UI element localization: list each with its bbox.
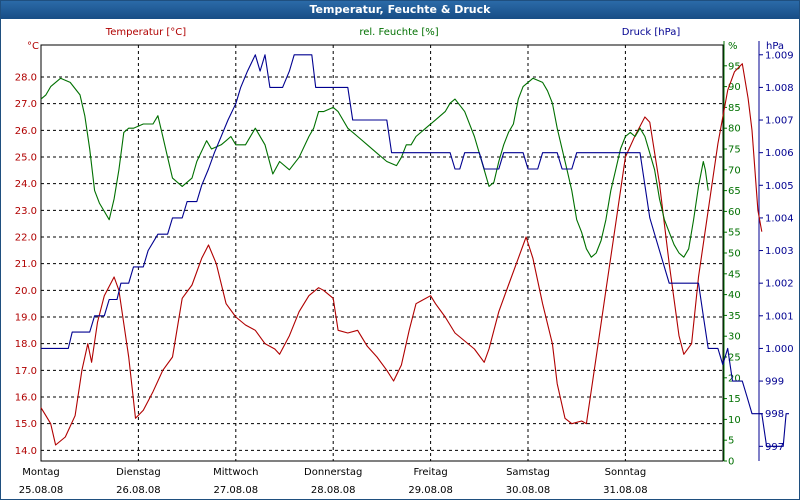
temperature-tick-label: 18.0 [15,339,37,350]
chart-plot: 14.0 15.0 16.0 17.0 18.0 19.0 20.0 21.0 22.0 23.0… [15,27,794,496]
axes: 14.0 15.0 16.0 17.0 18.0 19.0 20.0 21.0 22.0 23.0… [15,27,794,496]
pressure-tick-label: 1.009 [765,50,794,61]
humidity-tick-label: 90 [728,82,741,93]
pressure-tick-label: 997 [765,442,784,453]
temperature-tick-label: 16.0 [15,393,37,404]
pressure-tick-label: 1.001 [765,311,794,322]
series-pressure [41,54,789,447]
x-day-label: Montag [22,467,59,478]
x-day-label: Donnerstag [304,467,362,478]
humidity-tick-label: 40 [728,290,741,301]
temperature-tick-label: 26.0 [15,126,37,137]
temperature-tick-label: 14.0 [15,446,37,457]
humidity-tick-label: 75 [728,145,741,156]
humidity-tick-label: 70 [728,165,741,176]
temperature-tick-label: 19.0 [15,313,37,324]
humidity-tick-label: 45 [728,269,741,280]
pressure-tick-label: 1.003 [765,246,794,257]
temperature-axis-title: Temperatur [°C] [105,27,186,38]
humidity-tick-label: 80 [728,124,741,135]
pressure-tick-label: 1.000 [765,344,794,355]
temperature-tick-label: 20.0 [15,286,37,297]
chart-title: Temperatur, Feuchte & Druck [1,1,799,19]
pressure-tick-label: 1.005 [765,181,794,192]
humidity-tick-label: 95 [728,61,741,72]
x-date-label: 25.08.08 [19,485,64,496]
temperature-tick-label: 15.0 [15,419,37,430]
temperature-tick-label: 25.0 [15,153,37,164]
x-day-label: Samstag [506,467,550,478]
humidity-tick-label: 35 [728,311,741,322]
humidity-tick-label: 85 [728,103,741,114]
temperature-tick-label: 24.0 [15,179,37,190]
temperature-tick-label: 27.0 [15,99,37,110]
x-date-label: 26.08.08 [116,485,161,496]
humidity-tick-label: 25 [728,353,741,364]
humidity-tick-label: 20 [728,373,741,384]
pressure-tick-label: 1.002 [765,279,794,290]
pressure-tick-label: 1.008 [765,83,794,94]
temperature-tick-label: 17.0 [15,366,37,377]
x-day-label: Mittwoch [213,467,258,478]
pressure-unit: hPa [766,41,784,52]
x-day-label: Freitag [413,467,447,478]
temperature-tick-label: 28.0 [15,73,37,84]
x-date-label: 29.08.08 [408,485,453,496]
temperature-unit: °C [27,41,39,52]
humidity-tick-label: 65 [728,186,741,197]
pressure-tick-label: 1.006 [765,148,794,159]
pressure-tick-label: 998 [765,409,784,420]
humidity-tick-label: 50 [728,249,741,260]
humidity-tick-label: 10 [728,415,741,426]
humidity-tick-label: 15 [728,394,741,405]
temperature-tick-label: 22.0 [15,233,37,244]
plot-border [40,44,724,462]
x-date-label: 30.08.08 [506,485,551,496]
humidity-tick-label: 60 [728,207,741,218]
pressure-tick-label: 999 [765,377,784,388]
x-day-label: Dienstag [116,467,161,478]
temperature-tick-label: 21.0 [15,259,37,270]
humidity-tick-label: 5 [728,436,734,447]
humidity-unit: % [728,41,738,52]
pressure-tick-label: 1.004 [765,213,794,224]
series-lines [40,54,789,447]
series-humidity [40,77,709,258]
pressure-tick-label: 1.007 [765,116,794,127]
humidity-tick-label: 55 [728,228,741,239]
humidity-axis-title: rel. Feuchte [%] [359,27,438,38]
grid [40,44,724,462]
x-date-label: 28.08.08 [311,485,356,496]
humidity-tick-label: 0 [728,457,734,468]
temperature-tick-label: 23.0 [15,206,37,217]
x-day-label: Sonntag [605,467,647,478]
x-date-label: 31.08.08 [603,485,648,496]
pressure-axis-title: Druck [hPa] [622,27,681,38]
series-temperature [40,63,763,446]
x-date-label: 27.08.08 [214,485,259,496]
humidity-tick-label: 30 [728,332,741,343]
